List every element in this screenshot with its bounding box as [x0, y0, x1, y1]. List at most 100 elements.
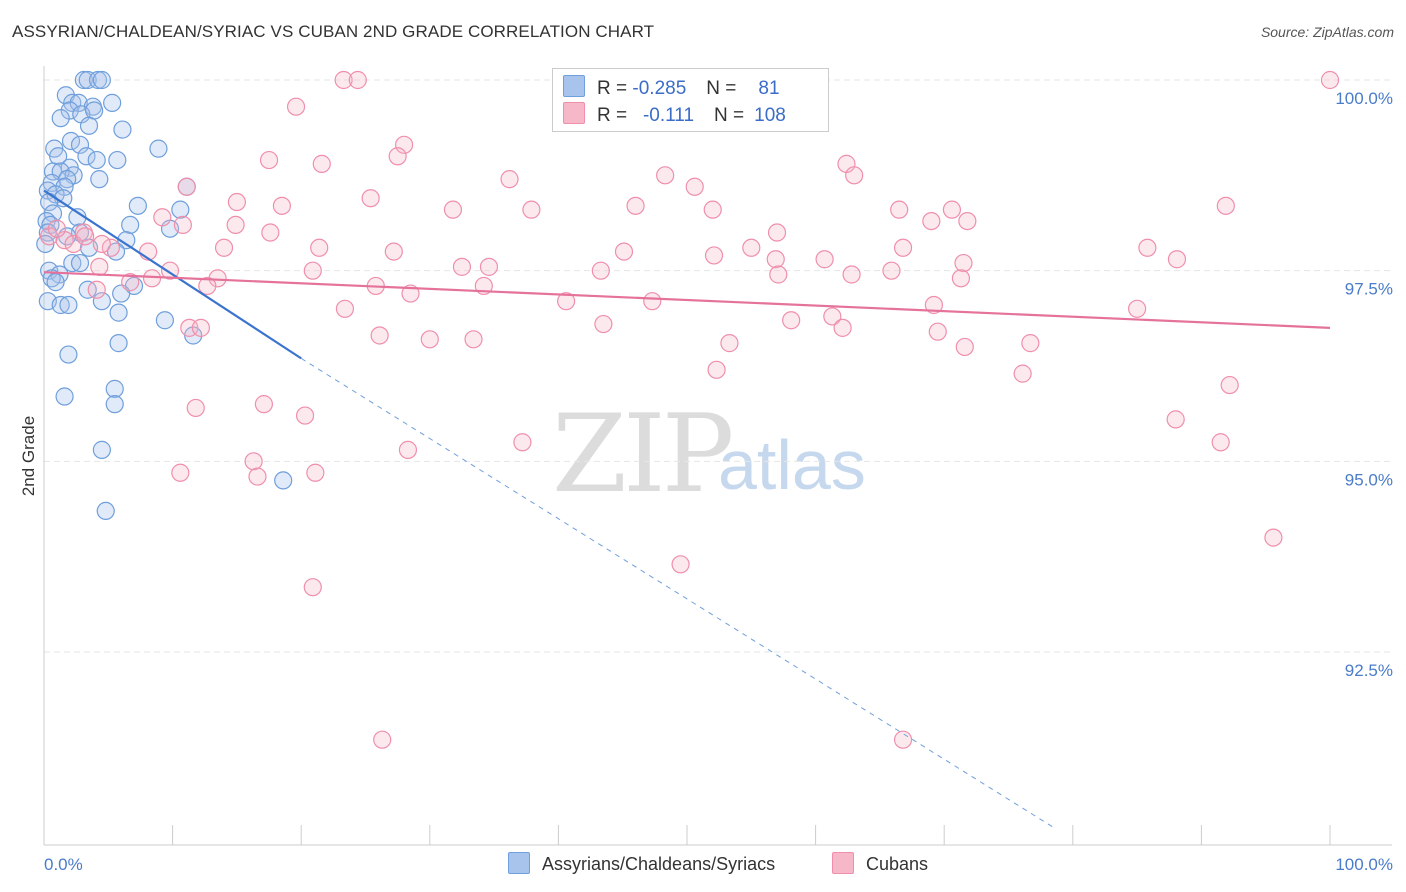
tick-labels: 92.5% 95.0% 97.5% 100.0% 0.0% 100.0% — [44, 89, 1393, 874]
stats-n-value: 108 — [754, 105, 786, 126]
cuban-point — [951, 269, 971, 288]
cuban-point — [1264, 528, 1283, 547]
assyrian-point — [77, 147, 96, 166]
cuban-point — [310, 238, 329, 257]
cuban-point — [591, 261, 610, 280]
cuban-point — [958, 211, 977, 231]
assyrian-point — [63, 253, 82, 273]
legend-item-cuban[interactable]: Cubans — [832, 852, 928, 875]
cuban-point — [76, 227, 95, 246]
cuban-point — [384, 242, 403, 261]
assyrian-point — [103, 93, 122, 112]
stats-r-value: -0.111 — [642, 105, 695, 126]
cuban-point — [198, 276, 217, 296]
cuban-point — [153, 208, 172, 227]
cuban-point — [214, 238, 234, 257]
y-tick-label: 95.0% — [1345, 470, 1393, 489]
cuban-point — [443, 200, 463, 219]
assyrian-swatch — [563, 75, 585, 97]
cuban-point — [704, 246, 724, 265]
assyrian-point — [87, 150, 106, 170]
stats-n-label: N = — [714, 105, 745, 126]
assyrian-point — [92, 70, 111, 90]
cuban-point — [177, 177, 196, 196]
cuban-point — [626, 196, 645, 215]
legend-item-assyrian[interactable]: Assyrians/Chaldeans/Syriacs — [508, 852, 775, 875]
cuban-point — [922, 211, 941, 231]
assyrian-point — [105, 395, 124, 414]
stats-r-label: R = — [597, 78, 628, 99]
assyrian-point — [109, 334, 128, 353]
cuban-point — [334, 70, 353, 90]
y-tick-label: 100.0% — [1335, 89, 1393, 108]
assyrian-point — [46, 273, 65, 292]
x-tick-label-min: 0.0% — [44, 855, 83, 874]
assyrian-point — [92, 440, 111, 459]
assyrian-point — [61, 131, 81, 151]
cuban-point — [373, 730, 392, 749]
cuban-point — [500, 170, 519, 189]
stats-row-assyrian: R = -0.285 N = 81 — [563, 75, 780, 101]
y-tick-label: 92.5% — [1345, 661, 1393, 680]
cuban-point — [1127, 299, 1147, 318]
cuban-point — [557, 292, 576, 311]
cuban-point — [171, 463, 190, 482]
cuban-point — [191, 318, 210, 337]
cuban-point — [312, 154, 331, 173]
cuban-point — [842, 265, 861, 284]
cuban-point — [893, 238, 913, 257]
cuban-point — [707, 360, 726, 379]
assyrian-point — [59, 345, 78, 364]
trend-lines — [43, 189, 1331, 828]
cuban-point — [685, 177, 704, 196]
cuban-point — [87, 280, 106, 299]
cuban-point — [259, 150, 279, 170]
cuban-point — [833, 318, 852, 337]
cuban-point — [767, 223, 787, 242]
cuban-point — [261, 223, 280, 242]
assyrian-point — [43, 204, 63, 223]
assyrian-point — [51, 295, 70, 315]
watermark-zip: ZIP — [552, 392, 734, 517]
cuban-point — [1220, 375, 1239, 395]
cuban-point — [769, 265, 788, 284]
assyrian-point — [70, 135, 90, 154]
cuban-point — [90, 257, 109, 276]
assyrian-point — [51, 109, 70, 128]
cuban-point — [348, 70, 367, 90]
cuban-point — [398, 440, 418, 459]
cuban-point — [522, 200, 541, 219]
cuban-point — [388, 147, 407, 166]
assyrian-point — [149, 139, 168, 158]
assyrian-point — [274, 471, 293, 490]
cuban-point — [286, 97, 306, 116]
cuban-point — [954, 253, 973, 273]
cuban-point — [614, 242, 634, 261]
cuban-trend-line — [43, 271, 1331, 329]
cuban-point — [1166, 410, 1185, 429]
cuban-point — [928, 322, 947, 341]
cuban-point — [782, 311, 801, 330]
stats-n-value: 81 — [758, 78, 780, 99]
y-tick-label: 97.5% — [1345, 280, 1393, 299]
legend-swatch-cuban — [832, 852, 854, 874]
cuban-point — [1320, 70, 1340, 90]
cuban-point — [303, 578, 322, 597]
cuban-point — [1021, 334, 1040, 353]
assyrian-point — [108, 150, 127, 170]
cuban-point — [823, 307, 842, 326]
assyrian-point — [78, 70, 97, 90]
cuban-point — [186, 398, 205, 418]
cuban-point — [295, 406, 315, 425]
cuban-point — [671, 555, 690, 574]
stats-row-cuban: R = -0.111 N = 108 — [563, 102, 786, 128]
cuban-point — [742, 238, 761, 257]
cuban-point — [703, 200, 722, 219]
cuban-point — [955, 337, 974, 357]
y-axis-label: 2nd Grade — [19, 416, 38, 496]
cuban-point — [1211, 433, 1230, 452]
cuban-point — [766, 250, 785, 269]
watermark-atlas: atlas — [718, 426, 866, 504]
assyrian-point — [155, 311, 174, 330]
